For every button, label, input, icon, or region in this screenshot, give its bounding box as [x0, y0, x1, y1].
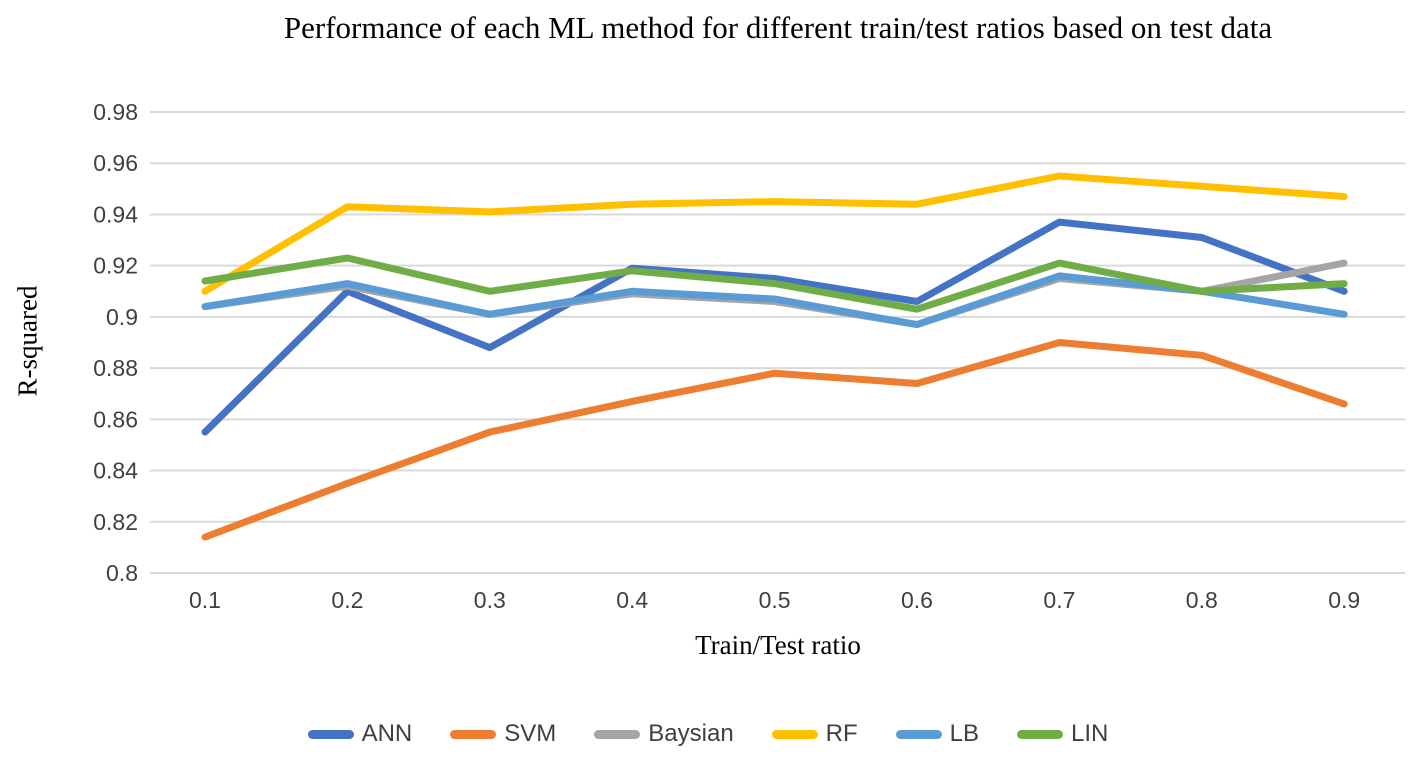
legend-swatch-lin-icon	[1017, 729, 1064, 739]
chart-title: Performance of each ML method for differ…	[283, 10, 1273, 45]
x-tick-label: 0.8	[1186, 587, 1218, 613]
legend-item-baysian: Baysian	[594, 720, 734, 747]
x-tick-label: 0.3	[474, 587, 506, 613]
x-tick-label: 0.2	[331, 587, 363, 613]
series-line-baysian	[201, 259, 1348, 329]
y-tick-label: 0.98	[93, 99, 138, 125]
legend-swatch-baysian-icon	[594, 729, 641, 739]
y-tick-label: 0.82	[93, 509, 138, 535]
legend-swatch-svm-icon	[450, 729, 497, 739]
y-tick-label: 0.9	[106, 304, 138, 330]
legend-label: ANN	[361, 720, 413, 747]
series-line-rf	[201, 172, 1348, 295]
series-line-ann	[201, 218, 1348, 436]
series-line-lin	[201, 254, 1348, 313]
legend-swatch-lb-icon	[895, 729, 942, 739]
legend-label: LIN	[1071, 720, 1109, 747]
y-tick-label: 0.86	[93, 406, 138, 432]
y-tick-label: 0.88	[93, 355, 138, 381]
legend-item-svm: SVM	[450, 722, 556, 746]
y-tick-label: 0.96	[93, 150, 138, 176]
x-tick-label: 0.4	[616, 587, 648, 613]
x-tick-label: 0.5	[759, 587, 791, 613]
x-tick-label: 0.6	[901, 587, 933, 613]
series-line-lb	[201, 272, 1348, 329]
legend-label: Baysian	[648, 720, 734, 747]
legend: ANN SVM Baysian RF LB LIN	[0, 722, 1416, 746]
y-tick-label: 0.8	[106, 560, 138, 586]
x-tick-label: 0.1	[189, 587, 221, 613]
legend-item-rf: RF	[771, 720, 858, 747]
x-tick-label: 0.9	[1328, 587, 1360, 613]
y-tick-label: 0.94	[93, 201, 138, 227]
legend-label: RF	[825, 720, 858, 747]
y-tick-label: 0.84	[93, 458, 138, 484]
legend-label: LB	[949, 720, 980, 747]
legend-item-lb: LB	[895, 720, 980, 747]
legend-swatch-rf-icon	[771, 729, 818, 739]
y-tick-label: 0.92	[93, 253, 138, 279]
legend-swatch-ann-icon	[307, 729, 354, 739]
legend-item-ann: ANN	[307, 720, 413, 747]
x-tick-label: 0.7	[1043, 587, 1075, 613]
x-axis-title: Train/Test ratio	[695, 630, 861, 660]
series-line-svm	[201, 339, 1348, 541]
legend-label: SVM	[504, 720, 557, 747]
legend-item-lin: LIN	[1017, 722, 1108, 746]
